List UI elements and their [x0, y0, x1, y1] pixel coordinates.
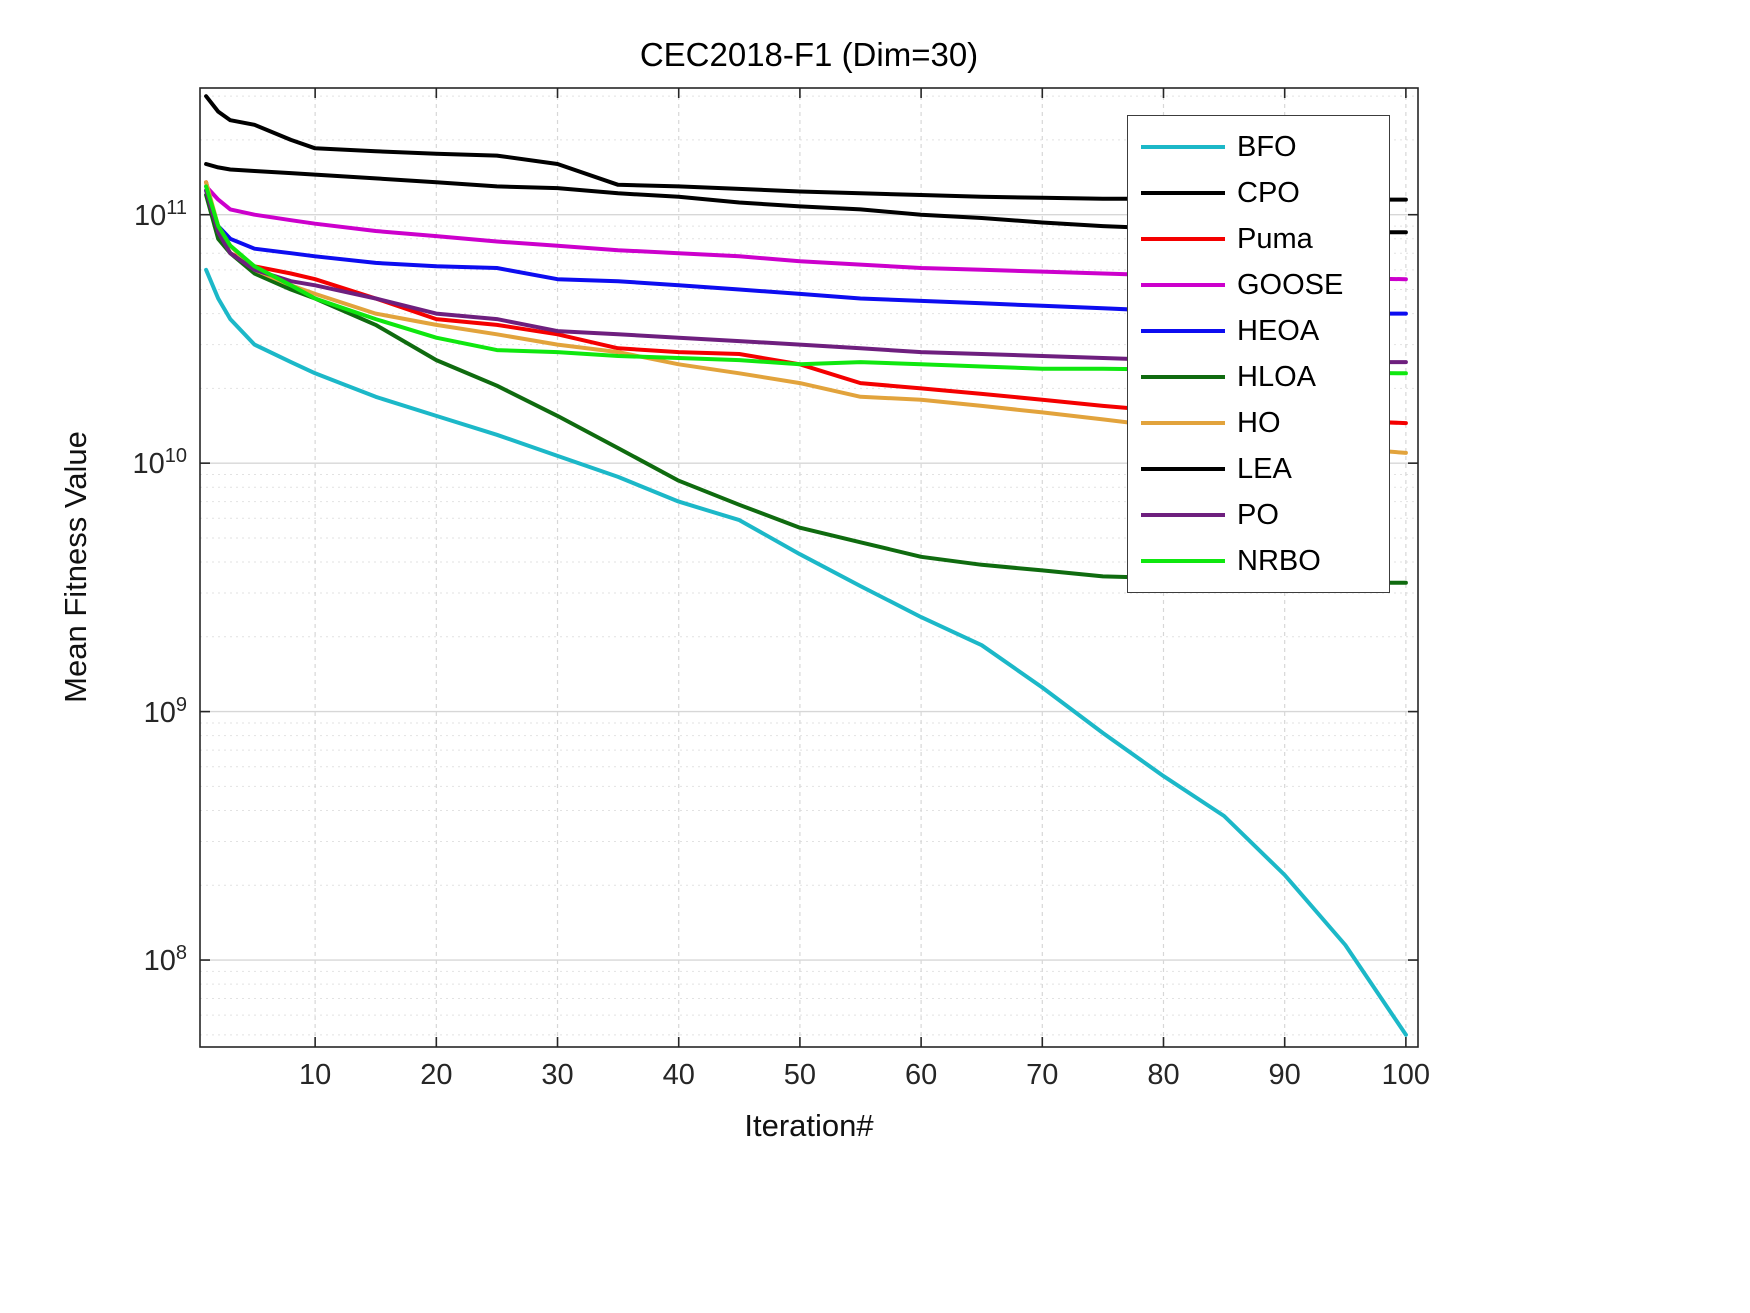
- legend-item-LEA: LEA: [1128, 446, 1389, 492]
- legend-item-HLOA: HLOA: [1128, 354, 1389, 400]
- y-tick-label-1e11: 1011: [133, 196, 187, 232]
- legend-label-HEOA: HEOA: [1237, 314, 1320, 347]
- y-tick-label-1e8: 108: [143, 942, 187, 977]
- legend-swatch-HLOA: [1141, 375, 1225, 379]
- legend-label-HO: HO: [1237, 406, 1281, 439]
- legend-label-LEA: LEA: [1237, 452, 1292, 485]
- legend-item-BFO: BFO: [1128, 124, 1389, 170]
- legend-swatch-Puma: [1141, 237, 1225, 241]
- legend-label-NRBO: NRBO: [1237, 544, 1321, 577]
- legend-label-PO: PO: [1237, 498, 1279, 531]
- legend-label-CPO: CPO: [1237, 176, 1300, 209]
- legend-swatch-LEA: [1141, 467, 1225, 471]
- x-tick-label-50: 50: [783, 1059, 817, 1091]
- axis-box: [199, 87, 1419, 1048]
- x-axis-label: Iteration#: [744, 1108, 874, 1143]
- y-tick-label-1e10: 1010: [132, 445, 187, 480]
- series-line-BFO: [204, 267, 1408, 1037]
- legend-swatch-PO: [1141, 513, 1225, 517]
- legend: BFO CPO Puma GOOSE HEOA HLOA HO LEA PO NRBO: [1127, 115, 1390, 593]
- legend-swatch-NRBO: [1141, 559, 1225, 563]
- legend-item-PO: PO: [1128, 492, 1389, 538]
- legend-item-HEOA: HEOA: [1128, 308, 1389, 354]
- legend-label-Puma: Puma: [1237, 222, 1313, 255]
- legend-swatch-GOOSE: [1141, 283, 1225, 287]
- legend-label-HLOA: HLOA: [1237, 360, 1316, 393]
- legend-swatch-HEOA: [1141, 329, 1225, 333]
- legend-item-GOOSE: GOOSE: [1128, 262, 1389, 308]
- x-tick-label-60: 60: [904, 1059, 938, 1091]
- x-tick-label-70: 70: [1026, 1059, 1059, 1091]
- x-tick-label-10: 10: [298, 1059, 332, 1091]
- x-tick-label-90: 90: [1268, 1059, 1301, 1091]
- legend-swatch-BFO: [1141, 145, 1225, 149]
- legend-swatch-CPO: [1141, 191, 1225, 195]
- chart-title: CEC2018-F1 (Dim=30): [639, 36, 979, 73]
- legend-label-BFO: BFO: [1237, 130, 1297, 163]
- x-tick-label-30: 30: [541, 1059, 574, 1091]
- legend-item-NRBO: NRBO: [1128, 538, 1389, 584]
- legend-swatch-HO: [1141, 421, 1225, 425]
- x-tick-label-40: 40: [662, 1059, 695, 1091]
- legend-item-Puma: Puma: [1128, 216, 1389, 262]
- x-tick-label-100: 100: [1381, 1059, 1431, 1091]
- y-tick-label-1e9: 109: [143, 693, 187, 729]
- x-tick-label-20: 20: [420, 1059, 453, 1091]
- legend-item-CPO: CPO: [1128, 170, 1389, 216]
- legend-item-HO: HO: [1128, 400, 1389, 446]
- x-tick-label-80: 80: [1147, 1059, 1180, 1091]
- legend-label-GOOSE: GOOSE: [1237, 268, 1344, 301]
